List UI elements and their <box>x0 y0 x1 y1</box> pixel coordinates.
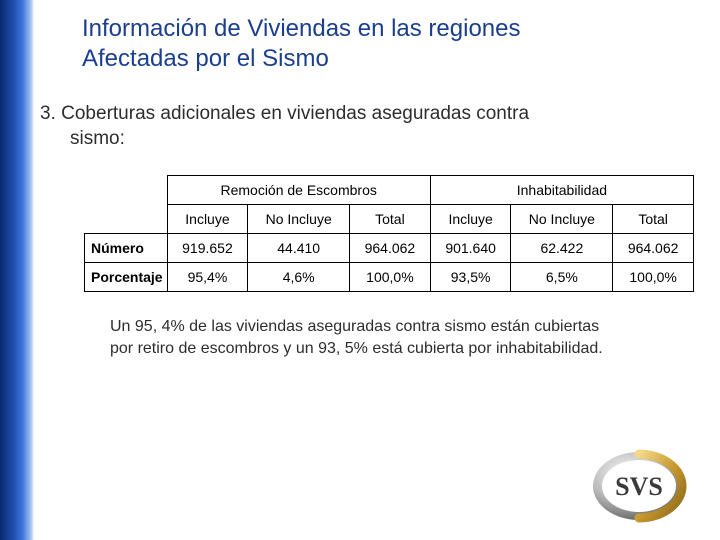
row-label-numero: Número <box>85 234 168 263</box>
cell: 919.652 <box>167 234 248 263</box>
section-text-2: sismo: <box>70 127 692 152</box>
col-noincluye: No Incluye <box>248 205 350 234</box>
section-number: 3. <box>40 103 56 124</box>
note-line-2: por retiro de escombros y un 93, 5% está… <box>110 340 603 357</box>
cell: 95,4% <box>167 263 248 292</box>
cell: 93,5% <box>430 263 511 292</box>
title-line-2: Afectadas por el Sismo <box>82 45 329 72</box>
row-label-porcentaje: Porcentaje <box>85 263 168 292</box>
footnote: Un 95, 4% de las viviendas aseguradas co… <box>110 316 682 359</box>
col-total: Total <box>613 205 694 234</box>
coverage-table: Remoción de Escombros Inhabitabilidad In… <box>84 175 694 292</box>
page-title: Información de Viviendas en las regiones… <box>82 14 692 74</box>
table-row: Número 919.652 44.410 964.062 901.640 62… <box>85 234 694 263</box>
cell: 964.062 <box>613 234 694 263</box>
left-gradient-bar <box>0 0 34 540</box>
col-incluye: Incluye <box>430 205 511 234</box>
section-heading: 3. Coberturas adicionales en viviendas a… <box>40 102 692 151</box>
cell: 6,5% <box>511 263 613 292</box>
section-text-1: Coberturas adicionales en viviendas aseg… <box>61 103 529 124</box>
svs-logo: SVS <box>584 446 694 524</box>
note-line-1: Un 95, 4% de las viviendas aseguradas co… <box>110 318 599 335</box>
svg-text:SVS: SVS <box>615 472 663 501</box>
cell: 100,0% <box>613 263 694 292</box>
cell: 901.640 <box>430 234 511 263</box>
cell: 62.422 <box>511 234 613 263</box>
col-total: Total <box>350 205 431 234</box>
table-corner <box>85 176 168 234</box>
table-row: Remoción de Escombros Inhabitabilidad <box>85 176 694 205</box>
col-group-2: Inhabitabilidad <box>430 176 693 205</box>
cell: 964.062 <box>350 234 431 263</box>
table-row: Porcentaje 95,4% 4,6% 100,0% 93,5% 6,5% … <box>85 263 694 292</box>
title-line-1: Información de Viviendas en las regiones <box>82 15 521 42</box>
cell: 4,6% <box>248 263 350 292</box>
col-noincluye: No Incluye <box>511 205 613 234</box>
cell: 100,0% <box>350 263 431 292</box>
col-group-1: Remoción de Escombros <box>167 176 430 205</box>
cell: 44.410 <box>248 234 350 263</box>
table-row: Incluye No Incluye Total Incluye No Incl… <box>85 205 694 234</box>
col-incluye: Incluye <box>167 205 248 234</box>
svs-logo-icon: SVS <box>584 446 694 524</box>
